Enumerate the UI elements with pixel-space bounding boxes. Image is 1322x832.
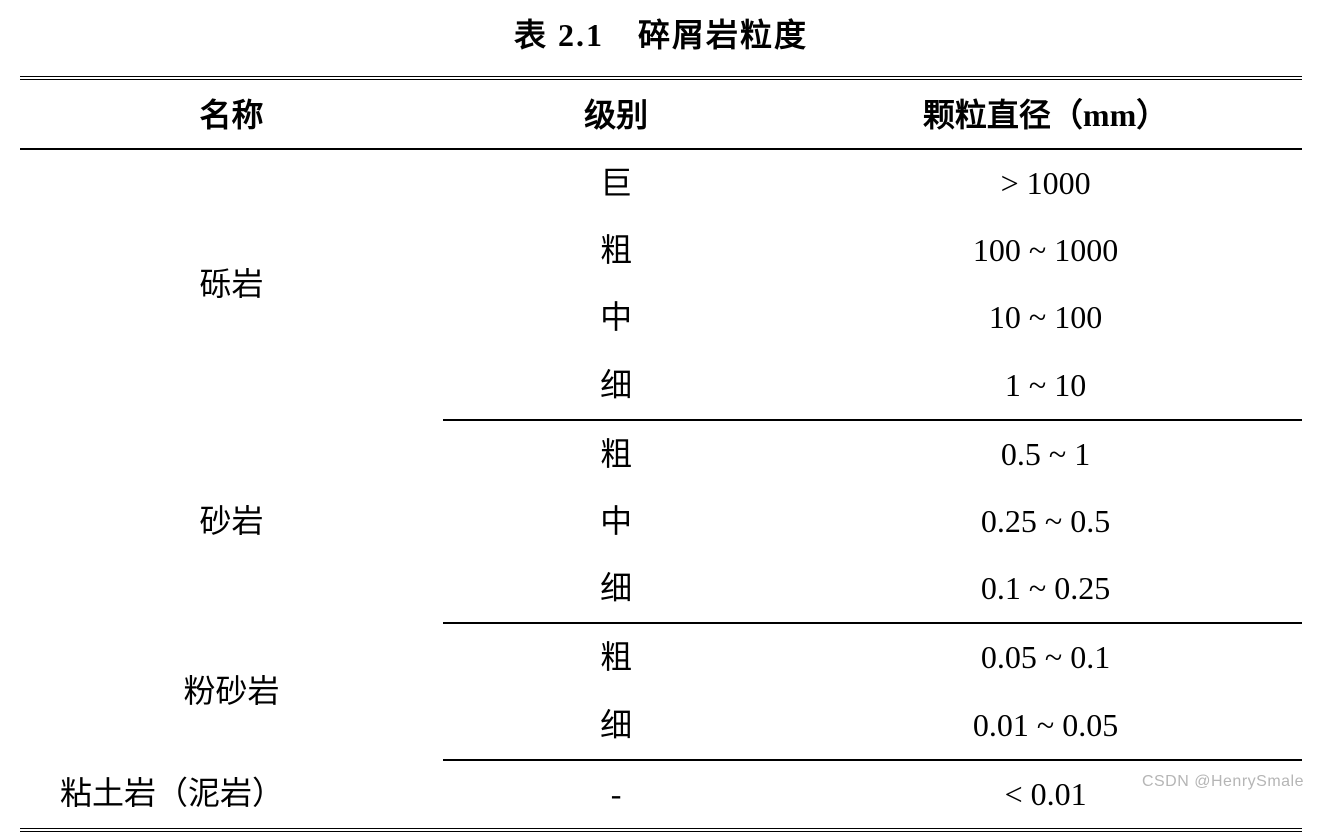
col-header-level: 级别 bbox=[443, 78, 789, 149]
grain-diameter: 0.5 ~ 1 bbox=[789, 420, 1302, 488]
rock-level: 粗 bbox=[443, 420, 789, 488]
grain-diameter: 10 ~ 100 bbox=[789, 284, 1302, 351]
rock-level: 细 bbox=[443, 555, 789, 623]
rock-level: 中 bbox=[443, 488, 789, 555]
rock-level: 粗 bbox=[443, 623, 789, 691]
watermark-text: CSDN @HenrySmale bbox=[1142, 773, 1304, 791]
rock-name: 砂岩 bbox=[20, 420, 443, 624]
table-row: 砾岩 巨 > 1000 bbox=[20, 149, 1302, 217]
rock-level: - bbox=[443, 760, 789, 830]
rock-name: 粉砂岩 bbox=[20, 623, 443, 759]
header-row: 名称 级别 颗粒直径（mm） bbox=[20, 78, 1302, 149]
rock-name: 砾岩 bbox=[20, 149, 443, 420]
col-header-diameter: 颗粒直径（mm） bbox=[789, 78, 1302, 149]
grain-diameter: 1 ~ 10 bbox=[789, 352, 1302, 420]
col-header-name: 名称 bbox=[20, 78, 443, 149]
grain-diameter: 0.25 ~ 0.5 bbox=[789, 488, 1302, 555]
rock-level: 粗 bbox=[443, 217, 789, 284]
table-row: 粉砂岩 粗 0.05 ~ 0.1 bbox=[20, 623, 1302, 691]
grain-diameter: 0.1 ~ 0.25 bbox=[789, 555, 1302, 623]
rock-level: 中 bbox=[443, 284, 789, 351]
table-row: 粘土岩（泥岩） - < 0.01 bbox=[20, 760, 1302, 830]
rock-name: 粘土岩（泥岩） bbox=[20, 760, 443, 830]
grain-diameter: 0.01 ~ 0.05 bbox=[789, 692, 1302, 760]
grain-diameter: > 1000 bbox=[789, 149, 1302, 217]
clastic-rock-table: 名称 级别 颗粒直径（mm） 砾岩 巨 > 1000 粗 100 ~ 1000 … bbox=[20, 76, 1302, 832]
rock-level: 巨 bbox=[443, 149, 789, 217]
table-title: 表 2.1 碎屑岩粒度 bbox=[20, 10, 1302, 56]
rock-level: 细 bbox=[443, 352, 789, 420]
grain-diameter: < 0.01 bbox=[789, 760, 1302, 830]
grain-diameter: 100 ~ 1000 bbox=[789, 217, 1302, 284]
table-row: 砂岩 粗 0.5 ~ 1 bbox=[20, 420, 1302, 488]
grain-diameter: 0.05 ~ 0.1 bbox=[789, 623, 1302, 691]
rock-level: 细 bbox=[443, 692, 789, 760]
